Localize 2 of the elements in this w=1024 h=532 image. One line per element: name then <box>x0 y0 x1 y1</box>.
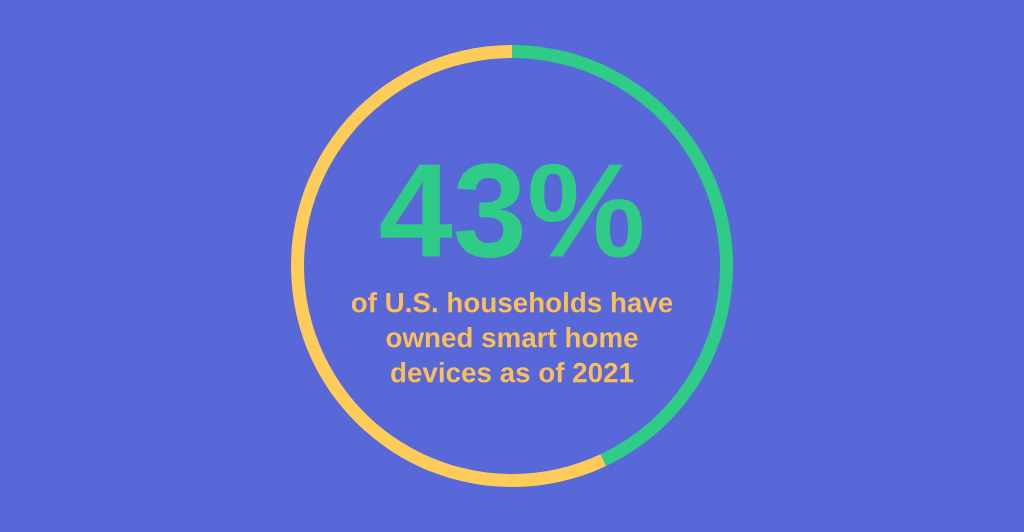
text: of U.S. households have owned smart home devices as of 2021 <box>351 292 673 383</box>
text: 43% <box>380 163 642 258</box>
